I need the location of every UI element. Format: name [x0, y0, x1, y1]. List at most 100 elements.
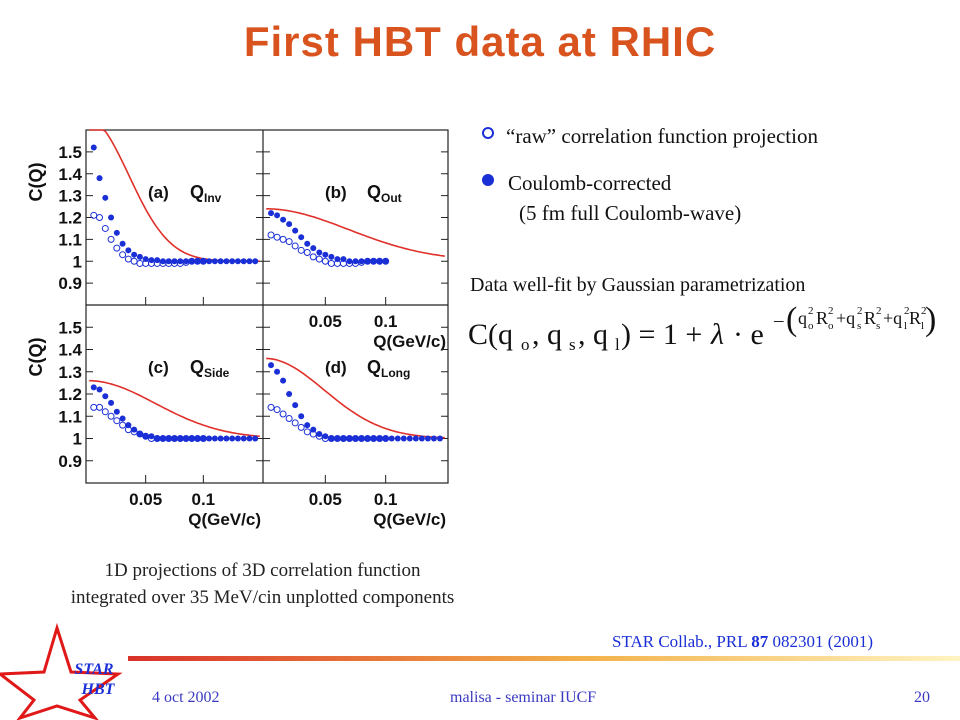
svg-text:o: o: [808, 320, 814, 332]
data-point-corrected: [310, 245, 317, 252]
data-point-corrected: [292, 227, 299, 234]
data-point-raw: [113, 417, 121, 425]
data-point-raw: [199, 435, 207, 442]
citation: STAR Collab., PRL 87 082301 (2001): [612, 632, 873, 652]
data-point-corrected: [304, 422, 311, 429]
data-point-corrected: [286, 391, 293, 397]
data-point-corrected: [96, 386, 103, 393]
fit-note: Data well-fit by Gaussian parametrizatio…: [470, 274, 806, 296]
data-point-raw: [285, 414, 293, 422]
svg-text:s: s: [876, 320, 880, 332]
svg-text:l: l: [904, 320, 907, 332]
data-point-corrected: [234, 258, 241, 265]
filled-circle-icon: [482, 174, 494, 186]
footer-divider: [128, 656, 960, 661]
data-point-raw: [90, 211, 98, 219]
x-tick-label: 0.1: [374, 490, 398, 509]
svg-text:–: –: [773, 310, 784, 331]
x-tick-label: 0.1: [374, 312, 398, 331]
svg-text:2: 2: [828, 305, 834, 317]
data-point-corrected: [183, 435, 190, 442]
data-point-corrected: [194, 258, 201, 265]
data-point-corrected: [113, 408, 120, 415]
data-point-raw: [321, 257, 329, 265]
data-point-corrected: [252, 258, 259, 265]
data-point-raw: [327, 259, 335, 267]
y-tick-label: 1.5: [58, 318, 82, 337]
data-point-corrected: [206, 435, 213, 442]
panel-letter: (c): [148, 358, 169, 377]
y-tick-label: 1.3: [58, 363, 82, 382]
footer-date: 4 oct 2002: [152, 689, 220, 706]
data-point-corrected: [217, 258, 224, 265]
caption-line-2: integrated over 35 MeV/cin unplotted com…: [70, 587, 455, 608]
panel-q-subscript: Out: [381, 191, 402, 205]
data-point-corrected: [268, 210, 275, 217]
data-point-corrected: [108, 399, 115, 406]
data-point-raw: [199, 257, 207, 265]
data-point-corrected: [412, 435, 419, 442]
panel-q-label: Q: [367, 357, 381, 377]
bullet-coulomb-sub: (5 fm full Coulomb-wave): [519, 201, 741, 226]
svg-text:+q: +q: [883, 308, 902, 328]
data-point-raw: [309, 253, 317, 261]
data-point-corrected: [102, 194, 109, 201]
y-tick-label: 1.4: [58, 341, 82, 360]
data-point-corrected: [206, 258, 213, 265]
data-point-raw: [382, 257, 390, 265]
data-point-corrected: [346, 435, 353, 442]
data-point-raw: [273, 406, 281, 414]
panel-letter: (d): [325, 358, 347, 377]
data-point-corrected: [171, 258, 178, 265]
panel-q-label: Q: [367, 182, 381, 202]
data-point-corrected: [364, 435, 371, 442]
data-point-corrected: [194, 435, 201, 442]
data-point-corrected: [370, 435, 377, 442]
data-point-corrected: [177, 435, 184, 442]
y-tick-label: 0.9: [58, 452, 82, 471]
svg-text:l: l: [615, 335, 620, 354]
data-point-corrected: [119, 240, 126, 247]
y-tick-label: 1.5: [58, 143, 82, 162]
svg-text:(: (: [786, 301, 797, 338]
svg-text:λ: λ: [710, 318, 724, 351]
data-point-corrected: [400, 435, 407, 442]
data-point-corrected: [223, 435, 230, 442]
data-point-raw: [119, 251, 127, 259]
fit-curve: [266, 208, 445, 257]
data-point-corrected: [352, 435, 359, 442]
svg-text:2: 2: [857, 305, 863, 317]
svg-text:, q: , q: [532, 318, 562, 351]
data-point-corrected: [376, 258, 383, 265]
page-number: 20: [914, 689, 930, 706]
data-point-corrected: [304, 240, 311, 247]
svg-text:s: s: [857, 320, 861, 332]
svg-text:+q: +q: [836, 308, 855, 328]
data-point-corrected: [229, 258, 236, 265]
data-point-raw: [382, 435, 390, 442]
data-point-corrected: [90, 384, 97, 391]
svg-text:s: s: [569, 335, 576, 354]
svg-text:, q: , q: [578, 318, 608, 351]
data-point-raw: [315, 432, 323, 440]
data-point-corrected: [388, 435, 395, 442]
star-hbt-logo: STAR HBT: [0, 622, 123, 720]
y-axis-label: C(Q): [26, 163, 46, 202]
svg-text:· e: · e: [733, 318, 764, 351]
data-point-corrected: [136, 253, 143, 260]
fit-curve: [89, 129, 260, 262]
data-point-corrected: [171, 435, 178, 442]
open-circle-icon: [482, 127, 494, 139]
data-point-corrected: [252, 435, 259, 442]
data-point-corrected: [352, 258, 359, 265]
svg-text:l: l: [921, 320, 924, 332]
data-point-raw: [303, 249, 311, 256]
x-axis-label: Q(GeV/c): [373, 510, 446, 529]
data-point-corrected: [223, 258, 230, 265]
svg-text:): ): [925, 301, 936, 338]
data-point-corrected: [382, 258, 389, 265]
data-point-corrected: [346, 258, 353, 265]
data-point-corrected: [436, 435, 443, 442]
data-point-raw: [309, 430, 317, 438]
panel-q-label: Q: [190, 357, 204, 377]
